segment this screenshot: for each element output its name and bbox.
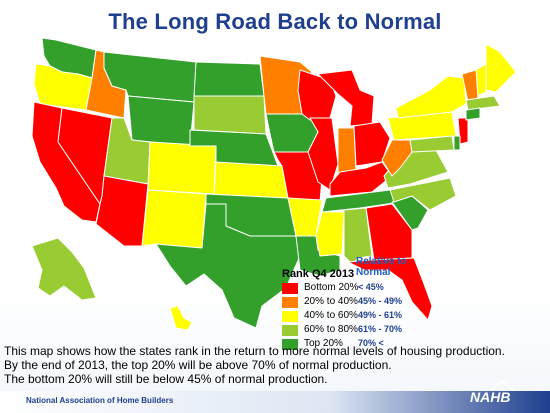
legend-range: 49% - 61% <box>358 310 403 320</box>
caption: This map shows how the states rank in th… <box>4 344 544 386</box>
state-il <box>307 117 339 191</box>
legend-label: 60% to 80% <box>304 324 358 335</box>
legend-range: 45% - 49% <box>358 296 403 306</box>
house-roof-icon <box>490 379 514 391</box>
legend-range: 61% - 70% <box>358 324 403 334</box>
state-co <box>147 141 217 195</box>
caption-line: This map shows how the states rank in th… <box>4 344 505 358</box>
nahb-logo: NAHB <box>470 389 511 405</box>
legend-swatch <box>282 283 298 294</box>
state-oh <box>353 121 391 167</box>
legend-range: < 45% <box>358 282 384 292</box>
footer-bar <box>0 391 550 413</box>
state-az <box>95 175 149 247</box>
state-ms <box>315 211 345 257</box>
state-ks <box>213 161 289 199</box>
page-title: The Long Road Back to Normal <box>108 9 442 34</box>
legend-range: 70% < <box>358 338 384 348</box>
state-ga <box>365 203 413 261</box>
footer-organization: National Association of Home Builders <box>26 396 174 405</box>
legend-item-top-20: Top 20% <box>282 338 356 351</box>
legend-swatch <box>282 325 298 336</box>
state-nm <box>141 189 207 249</box>
legend-label: 20% to 40% <box>304 296 358 307</box>
state-in <box>337 127 357 175</box>
state-ct <box>465 107 481 121</box>
caption-line: By the end of 2013, the top 20% will be … <box>4 358 392 372</box>
state-fl <box>347 257 433 321</box>
legend-label: Top 20% <box>304 338 343 349</box>
legend-swatch <box>282 297 298 308</box>
state-ma <box>465 95 501 111</box>
legend-relative-heading: Relative to Normal <box>356 256 407 278</box>
caption-line: The bottom 20% will still be below 45% o… <box>4 372 328 386</box>
state-tn <box>321 189 401 213</box>
state-me <box>485 43 517 93</box>
legend-label: 40% to 60% <box>304 310 358 321</box>
legend-item-60-80: 60% to 80% <box>282 324 358 337</box>
state-ny <box>395 75 467 119</box>
state-nc <box>389 177 457 211</box>
legend-swatch <box>282 311 298 322</box>
state-tx <box>155 203 301 329</box>
legend-swatch <box>282 339 298 350</box>
legend-item-40-60: 40% to 60% <box>282 310 358 323</box>
legend-label: Bottom 20% <box>304 282 359 293</box>
state-sd <box>193 95 267 135</box>
state-de <box>453 135 461 151</box>
legend-item-20-40: 20% to 40% <box>282 296 358 309</box>
state-ak <box>31 237 97 301</box>
state-ky <box>329 161 393 197</box>
legend-title: Rank Q4 2013 <box>282 268 355 280</box>
state-hi <box>169 305 193 331</box>
state-wy <box>127 95 195 147</box>
legend-item-bottom-20: Bottom 20% <box>282 282 359 295</box>
state-nd <box>193 61 265 97</box>
